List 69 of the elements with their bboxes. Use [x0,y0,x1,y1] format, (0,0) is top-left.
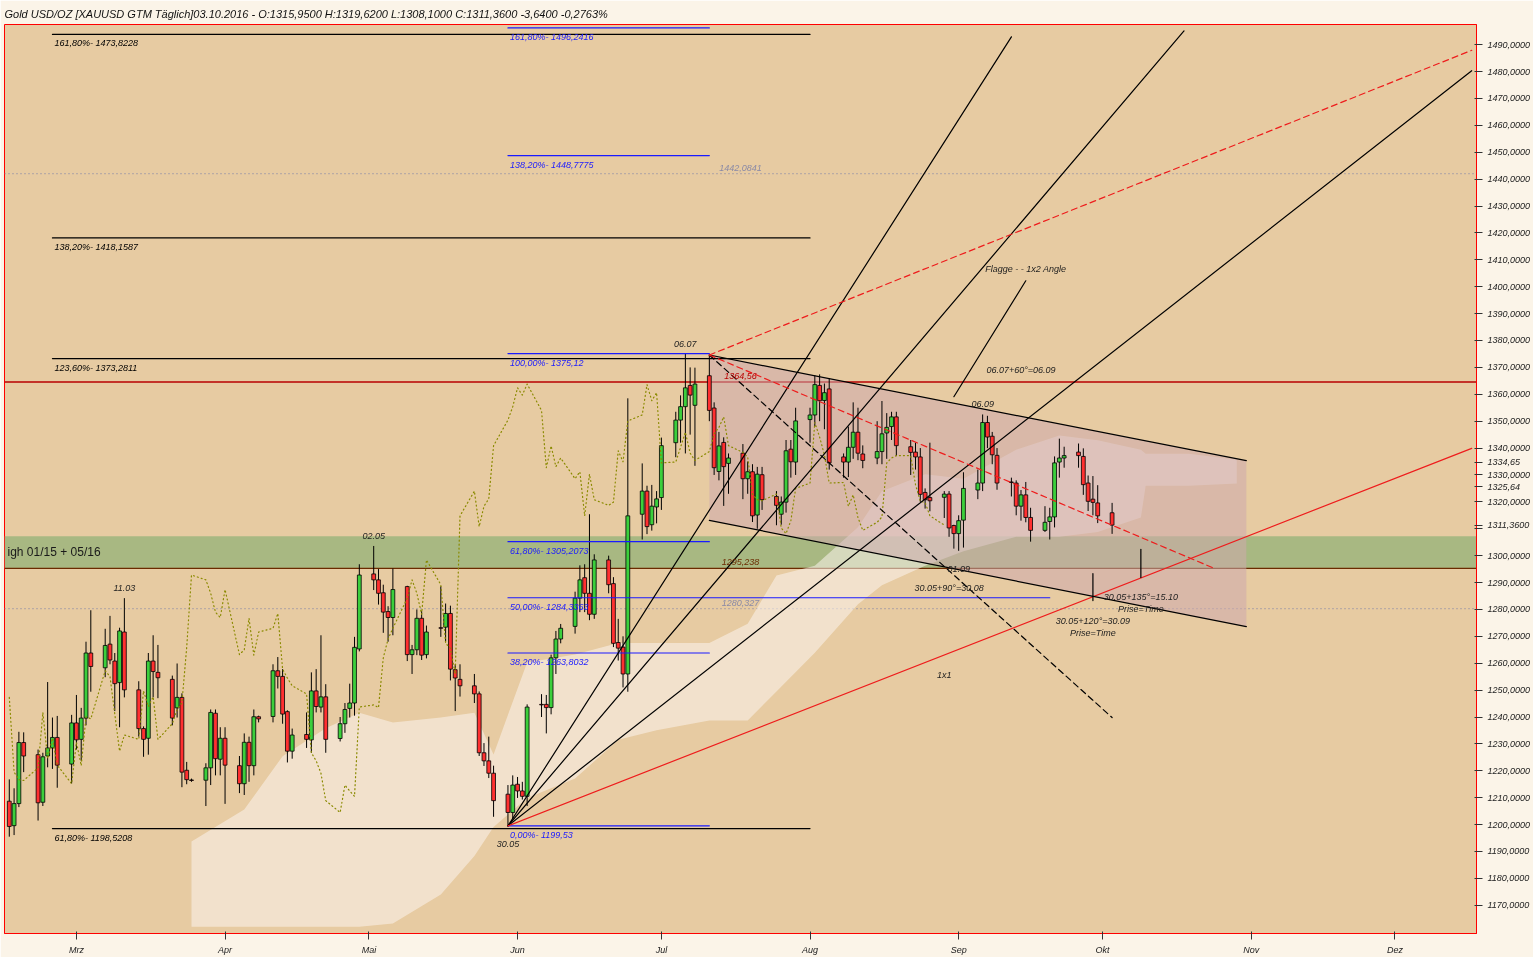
x-tick-label: Aug [801,944,819,955]
x-tick-label: Apr [217,944,234,955]
y-tick-label: 1170,0000 [1487,900,1530,911]
annotation: 1x1 [937,669,952,680]
annotation: 30.05+135°=15.10 Prise=Time [1103,592,1178,615]
series-label: 100,00%- 1375,12 [509,357,584,368]
annotation: 06.07+60°=06.09 [986,365,1056,376]
annotation: 06.07 [674,338,698,349]
y-tick-label: 1400,0000 [1487,281,1531,292]
x-tick-label: Nov [1243,944,1260,955]
y-tick-label: 1440,0000 [1487,174,1531,185]
annotation: 30.05 [496,838,521,849]
chart-title: Gold USD/OZ [XAUUSD GTM Täglich]03.10.2016 - O:1315,9500 H:1319,6200 L:1308,1000 C:1311,3600 -3,6400 -0,2763% [4,7,609,20]
annotation: 11.03 [113,583,136,594]
y-tick-label: 1300,0000 [1487,550,1531,561]
series-label: 61,80%- 1198,5208 [54,832,133,843]
y-tick-label: 1370,0000 [1487,362,1531,373]
y-tick-label: 1380,0000 [1487,335,1531,346]
series-label: 161,80%- 1496,2416 [509,31,594,42]
y-tick-label: 1280,0000 [1487,604,1531,615]
y-tick-label: 1325,64 [1487,481,1521,492]
y-tick-label: 1320,0000 [1487,496,1531,507]
x-tick-label: Jul [654,944,669,955]
y-tick-label: 1430,0000 [1487,201,1531,212]
y-tick-label: 1480,0000 [1487,66,1531,77]
series-label: 123,60%- 1373,2811 [54,362,138,373]
y-tick-label: 1460,0000 [1487,120,1531,131]
y-tick-label: 1334,65 [1487,457,1522,468]
y-tick-label: 1240,0000 [1487,712,1531,723]
y-tick-label: 1470,0000 [1487,93,1531,104]
x-tick-label: Mrz [68,944,85,955]
y-tick-label: 1290,0000 [1487,577,1531,588]
y-tick-label: 1490,0000 [1487,39,1531,50]
y-tick-label: 1420,0000 [1487,227,1531,238]
series-label: 0,00%- 1199,53 [509,829,573,840]
y-tick-label: 1340,0000 [1487,443,1531,454]
x-tick-label: Okt [1095,944,1111,955]
y-tick-label: 1210,0000 [1487,792,1531,803]
y-tick-label: 1311,3600 [1487,520,1530,531]
y-tick-label: 1360,0000 [1487,389,1531,400]
annotation: 06.09 [971,399,994,410]
x-tick-label: Sep [950,944,967,955]
y-tick-label: 1200,0000 [1487,819,1531,830]
x-tick-label: Mai [361,944,378,955]
annotation: Flagge - - 1x2 Angle [985,263,1066,274]
y-tick-label: 1330,0000 [1487,469,1531,480]
y-tick-label: 1450,0000 [1487,147,1531,158]
y-tick-label: 1180,0000 [1487,873,1530,884]
y-tick-label: 1250,0000 [1487,685,1531,696]
band-label: igh 01/15 + 05/16 [7,545,101,560]
y-tick-label: 1220,0000 [1487,765,1531,776]
x-tick-label: Dez [1386,944,1404,955]
ref-line-label: 1442,0841 [719,162,762,173]
y-tick-label: 1270,0000 [1487,631,1531,642]
series-label: 61,80%- 1305,2073 [509,545,589,556]
ref-line-label: 1280,327 [721,597,761,608]
annotation: 30.05+120°=30.09 Prise=Time [1055,615,1130,638]
annotation: 02.05 [362,530,386,541]
y-tick-label: 1260,0000 [1487,658,1531,669]
y-tick-label: 1190,0000 [1487,846,1530,857]
series-label: 138,20%- 1448,7775 [509,159,595,170]
x-tick-label: Jun [509,944,525,955]
y-tick-label: 1230,0000 [1487,738,1531,749]
series-label: 138,20%- 1418,1587 [54,241,140,252]
annotation: 30.05+90°=30.08 [914,582,984,593]
y-tick-label: 1350,0000 [1487,416,1531,427]
series-label: 161,80%- 1473,8228 [54,38,139,49]
y-tick-label: 1390,0000 [1487,308,1531,319]
y-tick-label: 1410,0000 [1487,254,1531,265]
